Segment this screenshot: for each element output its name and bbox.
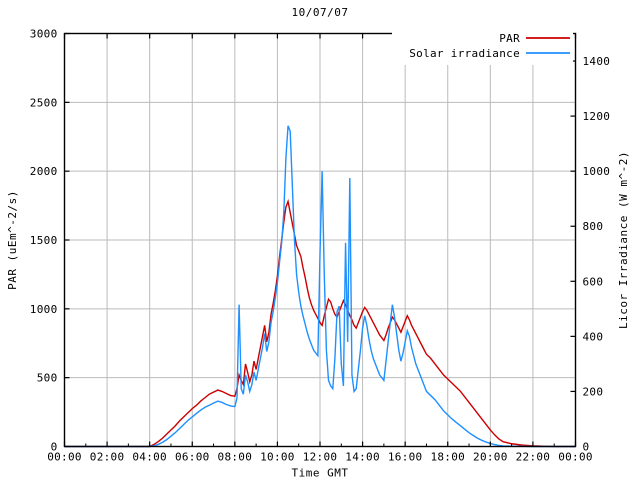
y-tick-label-right: 200 (583, 385, 604, 398)
x-tick-label: 04:00 (132, 451, 167, 464)
x-tick-label: 14:00 (345, 451, 380, 464)
y-axis-title-right: Licor Irradiance (W m^-2) (617, 151, 630, 329)
x-tick-label: 16:00 (388, 451, 423, 464)
x-tick-label: 12:00 (303, 451, 338, 464)
series-line-par (64, 198, 576, 448)
x-axis-title: Time GMT (292, 467, 349, 480)
x-tick-label: 00:00 (558, 451, 593, 464)
y-tick-label-left: 0 (51, 441, 58, 454)
grid-lines (64, 33, 576, 447)
x-tick-label: 02:00 (90, 451, 125, 464)
x-tick-label: 22:00 (516, 451, 551, 464)
x-tick-label: 20:00 (473, 451, 508, 464)
axis-titles: Time GMT PAR (uEm^-2/s) Licor Irradiance (… (6, 151, 630, 480)
y-axis-title-left: PAR (uEm^-2/s) (6, 190, 19, 290)
y-tick-label-left: 2500 (30, 96, 58, 109)
legend-background (392, 31, 573, 65)
chart-legend: PAR Solar irradiance (392, 31, 573, 65)
y-tick-label-right: 600 (583, 275, 604, 288)
y-tick-label-right: 800 (583, 220, 604, 233)
y-tick-label-right: 400 (583, 330, 604, 343)
y-tick-label-left: 3000 (30, 28, 58, 41)
y-tick-label-left: 1500 (30, 234, 58, 247)
tick-labels: 00:00 02:00 04:00 06:00 08:00 10:00 12:00 14:00… (30, 28, 610, 464)
x-tick-label: 00:00 (47, 451, 82, 464)
x-tick-label: 06:00 (175, 451, 210, 464)
y-tick-label-right: 0 (583, 441, 590, 454)
data-series-layer (64, 125, 576, 448)
chart-title: 10/07/07 (291, 6, 349, 19)
y-tick-label-right: 1200 (583, 110, 611, 123)
x-tick-label: 10:00 (260, 451, 295, 464)
y-tick-label-right: 1400 (583, 55, 611, 68)
y-tick-label-left: 1000 (30, 303, 58, 316)
series-line-solar-irradiance (64, 125, 576, 448)
y-tick-label-right: 1000 (583, 165, 611, 178)
legend-label-par: PAR (499, 32, 520, 45)
legend-label-solar-irradiance: Solar irradiance (409, 47, 520, 60)
x-tick-label: 08:00 (218, 451, 253, 464)
y-tick-label-left: 500 (37, 372, 58, 385)
x-tick-label: 18:00 (430, 451, 465, 464)
y-tick-label-left: 2000 (30, 165, 58, 178)
